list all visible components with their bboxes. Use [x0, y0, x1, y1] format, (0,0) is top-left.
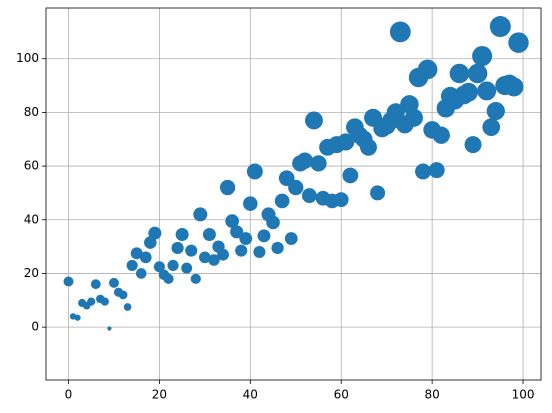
x-tick-label: 20	[152, 388, 167, 402]
point	[472, 46, 493, 67]
point	[333, 192, 349, 207]
point	[171, 241, 184, 255]
x-tick-label: 60	[334, 388, 349, 402]
point	[167, 259, 179, 271]
point	[482, 118, 501, 137]
point	[190, 273, 201, 284]
point	[337, 133, 355, 151]
point	[417, 59, 438, 80]
point	[389, 21, 411, 43]
point	[87, 297, 96, 306]
point	[266, 215, 280, 230]
point	[370, 185, 386, 201]
point	[486, 101, 505, 121]
point	[428, 162, 445, 179]
y-tick-label: 0	[31, 320, 39, 334]
point	[257, 229, 271, 243]
point	[202, 228, 216, 242]
point	[90, 279, 101, 290]
point	[432, 126, 450, 144]
point	[477, 81, 497, 101]
point	[246, 163, 263, 180]
point	[126, 259, 138, 271]
x-tick-label: 80	[424, 388, 439, 402]
point	[148, 226, 162, 240]
point	[153, 261, 165, 273]
point	[109, 277, 119, 288]
point	[274, 193, 290, 209]
point	[217, 248, 229, 261]
x-tick-label: 40	[243, 388, 258, 402]
point	[284, 232, 298, 245]
point	[230, 225, 244, 239]
point	[235, 244, 248, 257]
x-tick-label: 0	[65, 388, 73, 402]
point	[74, 314, 81, 321]
point	[130, 247, 143, 260]
point	[253, 245, 266, 258]
point	[208, 254, 220, 266]
point	[508, 32, 529, 53]
point	[219, 179, 236, 196]
point	[504, 77, 524, 97]
point	[467, 63, 488, 84]
point	[107, 326, 112, 331]
point	[181, 262, 193, 274]
point	[271, 241, 284, 255]
point	[310, 155, 327, 172]
point	[243, 196, 258, 211]
point	[100, 297, 109, 306]
point	[135, 268, 147, 279]
point	[449, 63, 470, 84]
point	[123, 303, 132, 311]
point	[193, 207, 208, 222]
x-tick-label: 100	[512, 388, 535, 402]
point	[404, 108, 423, 127]
point	[175, 228, 189, 242]
y-tick-label: 20	[24, 266, 39, 280]
point	[296, 152, 314, 169]
point	[288, 179, 304, 196]
point	[118, 290, 128, 300]
point	[415, 163, 432, 180]
point	[464, 136, 482, 154]
y-tick-label: 100	[16, 51, 39, 65]
point	[225, 214, 239, 228]
point	[360, 138, 377, 156]
point	[199, 251, 211, 264]
point	[304, 111, 323, 130]
point	[163, 273, 174, 284]
point	[239, 232, 253, 245]
point	[342, 167, 359, 184]
point	[185, 244, 198, 257]
point	[139, 251, 152, 264]
point	[63, 276, 74, 287]
point	[459, 82, 478, 102]
y-tick-label: 60	[24, 159, 39, 173]
axes-frame	[45, 7, 542, 381]
point	[301, 188, 317, 204]
point	[489, 16, 511, 38]
y-tick-label: 80	[24, 105, 39, 119]
y-tick-label: 40	[24, 212, 39, 226]
